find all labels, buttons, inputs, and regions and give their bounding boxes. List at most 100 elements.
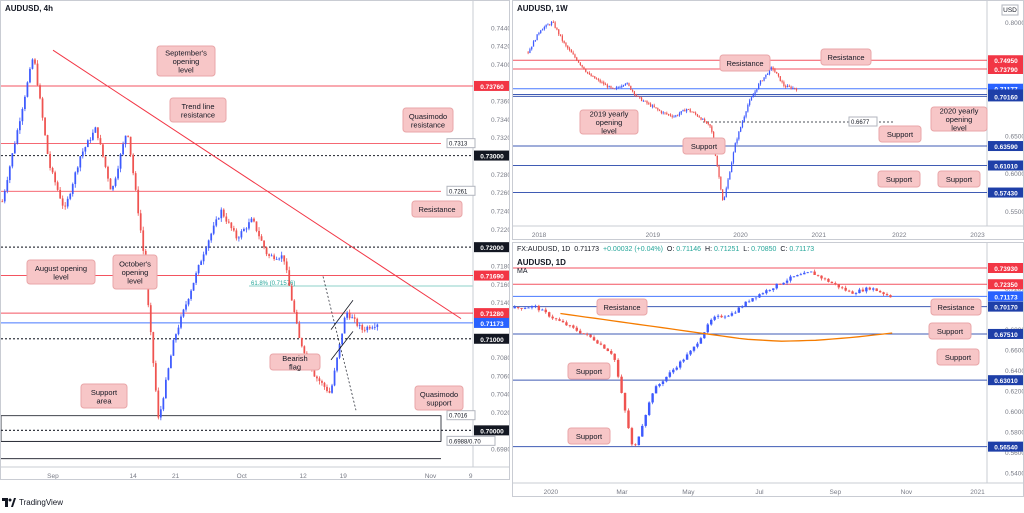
y-tick-label: 0.7240 <box>491 209 510 216</box>
annotation-bubble[interactable]: Support <box>937 170 981 188</box>
candle-body <box>273 255 276 260</box>
candle-body <box>660 110 663 114</box>
y-tick-label: 0.8000 <box>1005 20 1024 27</box>
annotation-bubble[interactable]: Quasimodo support <box>414 385 464 411</box>
candle-body <box>147 279 150 306</box>
candle-body <box>97 127 99 139</box>
candle-body <box>295 312 298 324</box>
candle-body <box>149 305 152 333</box>
candle-body <box>3 190 6 202</box>
chart-1w-panel[interactable]: USD0.80000.75000.70000.65000.60000.55002… <box>512 0 1024 240</box>
annotation-bubble[interactable]: Support <box>928 322 972 340</box>
price-tag-label: 0.72350 <box>994 282 1018 289</box>
annotation-bubble[interactable]: Support <box>682 137 726 155</box>
annotation-bubble[interactable]: October's opening level <box>112 254 158 290</box>
candle-body <box>597 79 599 81</box>
candle-body <box>621 85 623 88</box>
candle-body <box>648 103 650 105</box>
candle-body <box>572 325 575 328</box>
candle-body <box>238 237 240 239</box>
y-tick-label: 0.5400 <box>1005 471 1024 478</box>
candle-body <box>230 222 233 229</box>
level-note-label: 0.6677 <box>851 120 870 126</box>
candle-body <box>338 344 341 358</box>
chart-4h-panel[interactable]: 61.8% (0.71576)0.74400.74200.74000.73800… <box>0 0 510 480</box>
annotation-label: Resistance <box>937 303 974 312</box>
annotation-bubble[interactable]: September's opening level <box>156 45 216 77</box>
candle-body <box>868 287 871 290</box>
price-tag-box <box>988 279 1023 290</box>
candle-body <box>758 294 761 298</box>
y-tick-label: 0.6500 <box>1005 133 1024 140</box>
annotation-bubble[interactable]: Support <box>936 348 980 366</box>
chart-1d-panel[interactable]: FX:AUDUSD, 1D 0.71173 +0.00032 (+0.04%) … <box>512 242 1024 497</box>
annotation-bubble[interactable]: Support <box>877 170 921 188</box>
candle-body <box>540 30 542 33</box>
candle-body <box>565 322 568 326</box>
candle-body <box>809 271 813 273</box>
candle-body <box>212 225 215 234</box>
candle-body <box>637 95 639 97</box>
annotation-box <box>402 107 454 133</box>
candle-body <box>288 270 291 286</box>
candle-body <box>280 255 283 259</box>
candle-body <box>170 355 172 369</box>
annotation-bubble[interactable]: 2019 yearly opening level <box>579 109 639 136</box>
candle-body <box>348 312 351 319</box>
candle-body <box>543 27 545 30</box>
candle-body <box>847 290 851 292</box>
candle-body <box>692 346 696 351</box>
candle-body <box>606 84 609 88</box>
candle-body <box>768 290 772 291</box>
candle-body <box>530 306 534 308</box>
annotation-bubble[interactable]: August opening level <box>26 259 96 285</box>
annotation-bubble[interactable]: Support area <box>80 383 128 409</box>
candle-body <box>608 86 610 88</box>
chart-1w-canvas[interactable]: USD0.80000.75000.70000.65000.60000.55002… <box>513 1 1024 240</box>
annotation-label: 2020 yearly opening level <box>940 107 979 133</box>
annotation-bubble[interactable]: Resistance <box>930 298 982 316</box>
annotation-bubble[interactable]: Quasimodo resistance <box>402 107 454 133</box>
annotation-bubble[interactable]: Resistance <box>596 298 648 316</box>
annotation-bubble[interactable]: Support <box>567 362 611 380</box>
candle-body <box>709 124 711 127</box>
annotation-bubble[interactable]: Trend line resistance <box>169 97 227 123</box>
candle-body <box>520 308 523 309</box>
annotation-bubble[interactable]: Support <box>878 125 922 143</box>
candle-body <box>210 233 213 241</box>
candle-body <box>175 334 177 341</box>
annotation-bubble[interactable]: Support <box>567 427 611 445</box>
candle-body <box>313 370 316 377</box>
chart-4h-canvas[interactable]: 61.8% (0.71576)0.74400.74200.74000.73800… <box>1 1 510 480</box>
annotation-bubble[interactable]: Resistance <box>820 48 872 66</box>
price-tag-label: 0.70000 <box>480 428 504 435</box>
candle-body <box>734 312 737 314</box>
candle-body <box>263 240 265 248</box>
candle-body <box>558 29 560 35</box>
candle-body <box>628 83 630 86</box>
candle-body <box>718 166 720 177</box>
price-tag-label: 0.61010 <box>994 164 1018 171</box>
candle-body <box>523 308 527 309</box>
candle-body <box>71 184 74 194</box>
candle-body <box>792 276 796 278</box>
candle-body <box>872 288 875 290</box>
candle-body <box>851 291 854 294</box>
candle-body <box>541 29 544 31</box>
annotation-bubble[interactable]: 2020 yearly opening level <box>930 106 988 133</box>
price-tag-box <box>474 150 509 161</box>
candle-body <box>541 309 544 311</box>
annotation-box <box>80 383 128 409</box>
candle-body <box>8 166 11 181</box>
candle-body <box>691 111 693 113</box>
candle-body <box>293 300 296 313</box>
y-tick-label: 0.6000 <box>1005 409 1024 416</box>
annotation-box <box>269 353 321 371</box>
candle-body <box>666 113 668 115</box>
tradingview-logo[interactable]: TradingView <box>2 498 63 507</box>
candle-body <box>245 228 248 230</box>
annotation-bubble[interactable]: Resistance <box>719 54 771 72</box>
annotation-bubble[interactable]: Bearish flag <box>269 353 321 372</box>
annotation-bubble[interactable]: Resistance <box>411 200 463 218</box>
chart-1d-canvas[interactable]: 0.74000.72000.70000.68000.66000.64000.62… <box>513 243 1024 497</box>
